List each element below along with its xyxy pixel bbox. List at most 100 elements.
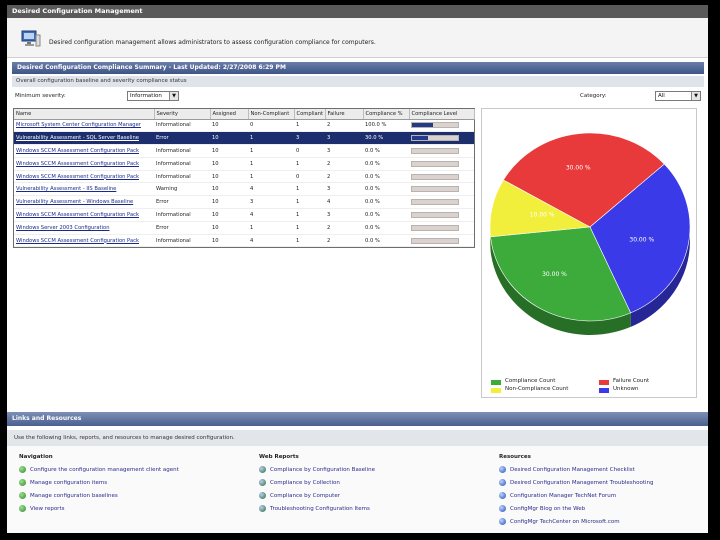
cell-compliance-percent: 0.0 % [363,208,409,222]
cell-failure: 2 [325,170,363,184]
resources-title: Resources [499,454,531,460]
cell-name[interactable]: Windows SCCM Assessment Configuration Pa… [14,234,154,248]
table-row[interactable]: Windows SCCM Assessment Configuration Pa… [14,170,474,184]
nav-link-config-baselines[interactable]: Manage configuration baselines [19,492,118,499]
cell-noncompliant: 4 [248,182,294,197]
cell-failure: 2 [325,157,363,171]
links-subtitle: Use the following links, reports, and re… [7,430,708,446]
min-severity-select[interactable]: Information ▼ [127,91,179,101]
cell-failure: 2 [325,234,363,248]
cell-assigned: 10 [210,182,248,197]
links-title: Links and Resources [7,412,708,426]
column-header-noncompliant[interactable]: Non-Compliant [248,109,295,120]
report-link-troubleshooting[interactable]: Troubleshooting Configuration Items [259,505,370,512]
summary-subtitle: Overall configuration baseline and sever… [12,76,704,87]
cell-noncompliant: 1 [248,144,294,158]
pie-slice-non-compliance-count[interactable] [489,179,592,238]
resource-link-forum[interactable]: Configuration Manager TechNet Forum [499,492,616,499]
cell-name[interactable]: Windows SCCM Assessment Configuration Pa… [14,170,154,184]
summary-title: Desired Configuration Compliance Summary… [12,62,704,74]
table-row[interactable]: Microsoft System Center Configuration Ma… [14,119,474,133]
resource-link-checklist[interactable]: Desired Configuration Management Checkli… [499,466,635,473]
report-link-collection[interactable]: Compliance by Collection [259,479,340,486]
cell-noncompliant: 1 [248,221,294,235]
table-row[interactable]: Vulnerability Assessment - IIS Baseline W… [14,182,474,197]
pie-slice-compliance-count[interactable] [490,226,632,322]
resource-link-techcenter[interactable]: ConfigMgr TechCenter on Microsoft.com [499,518,620,525]
table-row[interactable]: Vulnerability Assessment - Windows Basel… [14,195,474,210]
cell-compliant: 1 [294,195,325,210]
cell-name[interactable]: Windows Server 2003 Configuration [14,221,154,235]
column-header-failure[interactable]: Failure [325,109,364,120]
cell-name[interactable]: Vulnerability Assessment - SQL Server Ba… [14,131,154,146]
nav-link-view-reports[interactable]: View reports [19,505,64,512]
nav-link-config-items[interactable]: Manage configuration items [19,479,107,486]
cell-failure: 2 [325,221,363,235]
cell-name[interactable]: Vulnerability Assessment - IIS Baseline [14,182,154,197]
resource-link-blog[interactable]: ConfigMgr Blog on the Web [499,505,585,512]
computer-monitor-icon [21,30,41,47]
chevron-down-icon[interactable]: ▼ [691,92,700,100]
compliance-level-bar [411,237,459,244]
table-row[interactable]: Vulnerability Assessment - SQL Server Ba… [14,131,474,146]
compliance-grid: Name Severity Assigned Non-Compliant Com… [13,108,475,248]
cell-failure: 4 [325,195,363,210]
cell-compliance-percent: 0.0 % [363,234,409,248]
legend-label-compliance: Compliance Count [505,378,556,384]
cell-compliance-percent: 100.0 % [363,119,409,133]
cell-compliance-percent: 0.0 % [363,221,409,235]
globe-icon [259,492,266,499]
compliance-level-bar [411,199,459,206]
cell-name[interactable]: Microsoft System Center Configuration Ma… [14,119,154,133]
resource-link-troubleshooting[interactable]: Desired Configuration Management Trouble… [499,479,654,486]
cell-compliant: 1 [294,157,325,171]
table-row[interactable]: Windows SCCM Assessment Configuration Pa… [14,157,474,171]
cell-assigned: 10 [210,208,248,222]
chart-panel: 30.00 % 30.00 % 30.00 % 10.00 % [481,108,697,398]
cell-assigned: 10 [210,119,248,133]
table-row[interactable]: Windows SCCM Assessment Configuration Pa… [14,234,474,248]
compliance-pie-chart: 30.00 % 30.00 % 30.00 % 10.00 % [489,132,691,335]
category-value: All [658,93,665,99]
globe-icon [259,479,266,486]
column-header-severity[interactable]: Severity [154,109,211,120]
info-globe-icon [499,505,506,512]
pie-slice-unknown[interactable] [589,163,691,314]
category-select[interactable]: All ▼ [655,91,701,101]
grid-header-row: Name Severity Assigned Non-Compliant Com… [14,109,475,120]
nav-link-configure-agent[interactable]: Configure the configuration management c… [19,466,179,473]
globe-icon [259,505,266,512]
table-row[interactable]: Windows SCCM Assessment Configuration Pa… [14,208,474,222]
cell-compliance-percent: 0.0 % [363,195,409,210]
column-header-compliance-level[interactable]: Compliance Level [409,109,475,120]
nav-arrow-icon [19,479,26,486]
cell-name[interactable]: Vulnerability Assessment - Windows Basel… [14,195,154,210]
column-header-compliance-percent[interactable]: Compliance % [363,109,410,120]
chevron-down-icon[interactable]: ▼ [169,92,178,100]
pie-data-label: 30.00 % [629,237,654,244]
links-panel: Navigation Configure the configuration m… [7,446,708,533]
report-link-computer[interactable]: Compliance by Computer [259,492,340,499]
cell-noncompliant: 4 [248,208,294,222]
legend-swatch-failure [599,380,609,385]
cell-compliance-percent: 0.0 % [363,170,409,184]
compliance-level-bar [411,186,459,193]
compliance-level-bar [411,122,459,129]
report-link-baseline[interactable]: Compliance by Configuration Baseline [259,466,375,473]
cell-name[interactable]: Windows SCCM Assessment Configuration Pa… [14,144,154,158]
pie-data-label: 10.00 % [530,211,555,218]
column-header-assigned[interactable]: Assigned [210,109,249,120]
cell-noncompliant: 1 [248,157,294,171]
column-header-name[interactable]: Name [14,109,155,120]
legend-label-noncompliance: Non-Compliance Count [505,386,569,392]
cell-name[interactable]: Windows SCCM Assessment Configuration Pa… [14,208,154,222]
cell-severity: Error [154,131,210,146]
table-row[interactable]: Windows Server 2003 Configuration Error 10… [14,221,474,235]
table-row[interactable]: Windows SCCM Assessment Configuration Pa… [14,144,474,158]
column-header-compliant[interactable]: Compliant [294,109,326,120]
cell-noncompliant: 1 [248,131,294,146]
cell-severity: Informational [154,119,210,133]
cell-name[interactable]: Windows SCCM Assessment Configuration Pa… [14,157,154,171]
pie-slice-failure-count[interactable] [502,132,665,228]
compliance-level-bar [411,211,459,218]
